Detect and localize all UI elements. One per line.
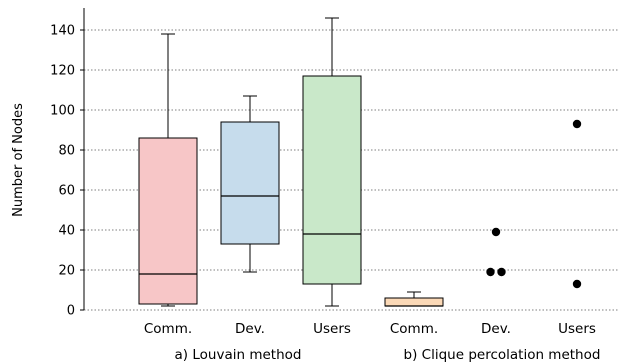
outlier-point bbox=[497, 267, 506, 277]
box-body bbox=[220, 121, 280, 245]
outlier-point bbox=[572, 279, 582, 289]
box-0 bbox=[138, 33, 198, 307]
y-axis-title: Number of Nodes bbox=[11, 103, 26, 217]
box-4 bbox=[486, 227, 506, 277]
outlier-point bbox=[491, 227, 501, 237]
outlier-point bbox=[572, 119, 582, 129]
x-tick-label: Users bbox=[558, 321, 596, 337]
y-tick-label: 40 bbox=[58, 224, 75, 239]
box-layer bbox=[138, 17, 582, 307]
x-tick-label: Dev. bbox=[481, 321, 511, 337]
y-tick-label: 140 bbox=[50, 24, 75, 39]
y-tick-label: 100 bbox=[50, 104, 75, 119]
y-tick-label: 20 bbox=[58, 264, 75, 279]
box-2 bbox=[302, 17, 362, 307]
y-tick-label: 0 bbox=[67, 304, 75, 319]
box-5 bbox=[572, 119, 582, 289]
box-body bbox=[384, 297, 444, 307]
box-1 bbox=[220, 95, 280, 273]
y-tick-label: 120 bbox=[50, 64, 75, 79]
x-tick-label: Comm. bbox=[390, 321, 438, 337]
box-3 bbox=[384, 291, 444, 307]
outlier-point bbox=[486, 267, 495, 277]
y-tick-label: 80 bbox=[58, 144, 75, 159]
x-tick-label: Users bbox=[313, 321, 351, 337]
x-tick-label: Comm. bbox=[144, 321, 192, 337]
box-body bbox=[302, 75, 362, 285]
y-tick-label: 60 bbox=[58, 184, 75, 199]
label-layer: 0 20 40 60 80 100 120 140 Number of Nodes Comm. De… bbox=[11, 24, 600, 363]
x-tick-label: Dev. bbox=[235, 321, 265, 337]
group-label-clique: b) Clique percolation method bbox=[404, 347, 601, 363]
group-label-louvain: a) Louvain method bbox=[175, 347, 302, 363]
box-body bbox=[138, 137, 198, 305]
axis-layer bbox=[80, 8, 85, 311]
